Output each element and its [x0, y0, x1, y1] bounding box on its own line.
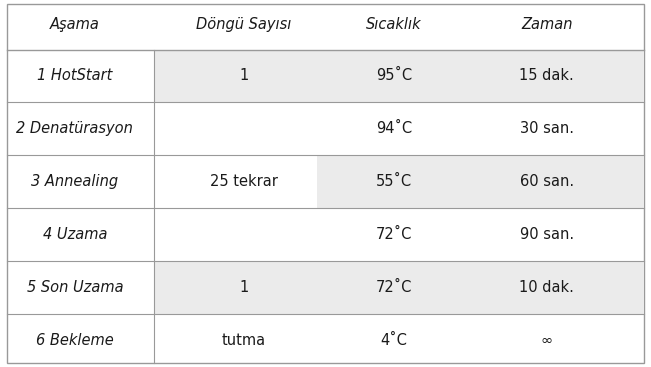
Text: ∞: ∞: [541, 333, 553, 348]
Bar: [154, 50, 644, 102]
Text: 2 Denatürasyon: 2 Denatürasyon: [16, 121, 133, 137]
Text: 5 Son Uzama: 5 Son Uzama: [27, 280, 123, 295]
Bar: [154, 155, 644, 208]
Text: 72˚C: 72˚C: [376, 280, 412, 295]
Text: 1 HotStart: 1 HotStart: [37, 69, 113, 84]
Text: 10 dak.: 10 dak.: [519, 280, 574, 295]
Text: 1: 1: [240, 280, 249, 295]
Text: Döngü Sayısı: Döngü Sayısı: [197, 17, 292, 32]
Text: Aşama: Aşama: [50, 17, 100, 32]
Text: 25 tekrar: 25 tekrar: [210, 174, 278, 189]
Text: 3 Annealing: 3 Annealing: [31, 174, 118, 189]
Text: 1: 1: [240, 69, 249, 84]
Bar: [154, 155, 317, 208]
Bar: [154, 261, 644, 314]
Text: 72˚C: 72˚C: [376, 227, 412, 242]
Text: 4˚C: 4˚C: [380, 333, 408, 348]
Text: Zaman: Zaman: [521, 17, 573, 32]
Text: 55˚C: 55˚C: [376, 174, 412, 189]
Text: Sıcaklık: Sıcaklık: [366, 17, 422, 32]
Text: 95˚C: 95˚C: [376, 69, 412, 84]
Text: tutma: tutma: [222, 333, 266, 348]
Text: 4 Uzama: 4 Uzama: [42, 227, 107, 242]
Text: 94˚C: 94˚C: [376, 121, 412, 137]
Text: 6 Bekleme: 6 Bekleme: [36, 333, 114, 348]
Text: 90 san.: 90 san.: [519, 227, 574, 242]
Text: 15 dak.: 15 dak.: [519, 69, 574, 84]
Text: 30 san.: 30 san.: [520, 121, 574, 137]
Text: 60 san.: 60 san.: [519, 174, 574, 189]
